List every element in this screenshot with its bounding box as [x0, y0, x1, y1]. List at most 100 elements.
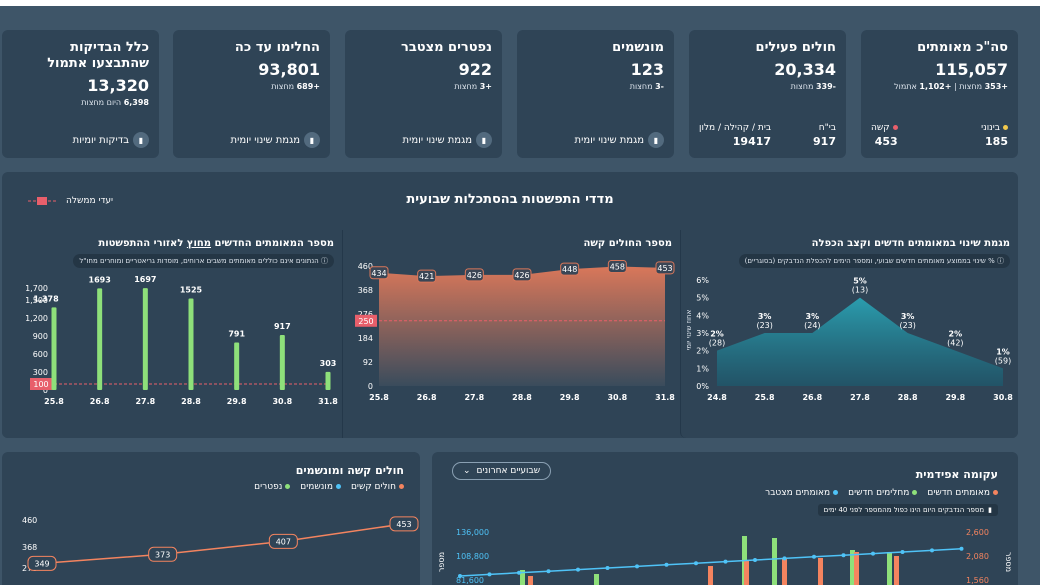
new-cases-bar	[708, 566, 713, 585]
cumulative-point	[635, 564, 639, 569]
daily-trend-button[interactable]: ▮ מגמת שינוי יומית	[403, 132, 492, 148]
card-active-patients[interactable]: חולים פעילים 20,334 -339 מחצות בי"ח 917 ב…	[689, 30, 846, 158]
epidemic-curve-chart: 136,000 2,600 108,800 2,080 81,600 1,560 מספר מ…	[437, 528, 1013, 585]
period-dropdown[interactable]: שבועיים אחרונים ⌄	[452, 462, 552, 480]
card-total-confirmed[interactable]: סה"כ מאומתים 115,057 +353 מחצות | +1,102…	[861, 30, 1018, 158]
y-tick-label: 1,200	[25, 314, 48, 323]
y-tick-label: 6%	[696, 276, 709, 285]
data-label: 2%	[949, 330, 963, 339]
data-label: 1%	[996, 347, 1010, 356]
data-label: 2%	[710, 330, 724, 339]
card-title: סה"כ מאומתים	[917, 40, 1008, 55]
cumulative-point	[841, 553, 846, 558]
value-badge	[389, 516, 419, 532]
daily-trend-button[interactable]: ▮ מגמת שינוי יומית	[575, 132, 664, 148]
data-label: 5%	[853, 277, 867, 286]
data-label: 426	[514, 271, 529, 280]
data-label: 421	[419, 272, 434, 281]
cumulative-point	[782, 556, 787, 561]
card-value: 922	[458, 60, 492, 79]
card-ventilated[interactable]: מונשמים 123 -3 מחצות ▮ מגמת שינוי יומית	[517, 30, 674, 158]
doubling-label: (13)	[852, 286, 868, 295]
severe-ventilated-panel: חולים קשה ומונשמים חולים קשים מונשמים נפ…	[2, 452, 420, 585]
target-badge	[30, 378, 52, 390]
doubling-label: (42)	[947, 339, 963, 348]
data-label: 1525	[180, 286, 203, 295]
y-tick-label: 1,500	[25, 296, 48, 305]
cumulative-point	[546, 569, 551, 574]
y-tick-label: 5%	[696, 294, 709, 303]
y-tick-label: 368	[22, 543, 37, 552]
data-label: 3%	[758, 312, 772, 321]
card-value: 123	[630, 60, 664, 79]
x-tick-label: 31.8	[655, 393, 675, 402]
recovered-bar	[850, 550, 855, 585]
x-tick-label: 30.8	[993, 393, 1013, 402]
cumulative-point	[812, 554, 816, 559]
daily-trend-button[interactable]: ▮ מגמת שינוי יומית	[231, 132, 320, 148]
y-tick-label: 4%	[696, 311, 709, 320]
value-badge	[607, 260, 627, 274]
bar-chart-icon: ▮	[648, 132, 664, 148]
new-cases-bar	[818, 558, 823, 585]
card-deceased[interactable]: נפטרים מצטבר 922 +3 מחצות ▮ מגמת שינוי יו…	[345, 30, 502, 158]
target-line-icon	[28, 197, 56, 205]
x-tick-label: 30.8	[272, 397, 292, 406]
chart-title: מספר החולים קשה	[583, 238, 672, 249]
y-tick-label-right: 2,600	[966, 528, 989, 537]
value-badge	[464, 268, 484, 282]
card-value: 93,801	[258, 60, 320, 79]
x-tick-label: 28.8	[512, 393, 532, 402]
card-split: בי"ח 917 בית / קהילה / מלון 19417	[699, 123, 836, 148]
data-label: 1,378	[33, 294, 59, 303]
top-bar	[0, 0, 1040, 6]
daily-tests-button[interactable]: ▮ בדיקות יומיות	[73, 132, 149, 148]
card-sub: 6,398 היום מחצות	[81, 98, 149, 107]
value-badge	[148, 546, 178, 562]
y-axis-label-left: מספר	[437, 552, 446, 572]
x-tick-label: 24.8	[707, 393, 727, 402]
info-icon: ⓘ	[318, 257, 328, 265]
x-tick-label: 29.8	[227, 397, 247, 406]
new-cases-bar	[854, 552, 859, 585]
card-title: מונשמים	[612, 40, 664, 55]
data-label: 458	[610, 263, 625, 272]
new-cases-bar	[744, 560, 749, 585]
cumulative-point	[605, 566, 610, 570]
cumulative-point	[487, 572, 492, 577]
new-cases-bar	[894, 556, 899, 585]
card-recovered[interactable]: החלימו עד כה 93,801 +689 מחצות ▮ מגמת שינ…	[173, 30, 330, 158]
severe-chart: 0 92 184 276 368 460 250 434 421 426 426 448 458 453 2…	[355, 260, 675, 402]
x-tick-label: 26.8	[90, 397, 110, 406]
recovered-bar	[594, 574, 599, 585]
target-badge	[355, 314, 377, 327]
chart-title: מספר המאומתים החדשים מחוץ לאזורי ההתפשטו…	[98, 238, 334, 249]
value-badge	[655, 261, 675, 275]
legend-dot-icon	[912, 490, 918, 495]
doubling-label: (24)	[804, 321, 820, 330]
recovered-bar	[520, 570, 525, 585]
section-title: מדדי התפשטות בהסתכלות שבועית	[406, 192, 614, 207]
data-label: 917	[274, 322, 291, 331]
data-label: 1697	[134, 275, 156, 284]
y-tick-label: 900	[33, 332, 48, 341]
chart-title: עקומה אפידמית	[915, 468, 998, 481]
bar	[325, 371, 331, 390]
card-tests[interactable]: כלל הבדיקות שהתבצעו אתמול 13,320 6,398 ה…	[2, 30, 159, 158]
y-tick-label: 0	[43, 386, 48, 395]
legend-dot-icon	[285, 484, 291, 489]
doubling-label: (23)	[899, 321, 915, 330]
recovered-bar	[887, 552, 892, 585]
data-label: 303	[320, 359, 337, 368]
x-tick-label: 25.8	[369, 393, 389, 402]
bar	[51, 307, 57, 390]
value-badge	[27, 555, 57, 571]
y-tick-label-right: 2,080	[966, 552, 989, 561]
value-badge	[369, 266, 389, 280]
x-tick-label: 26.8	[802, 393, 822, 402]
data-label: 3%	[901, 312, 915, 321]
y-tick-label: 460	[358, 262, 373, 271]
chart-title: חולים קשה ומונשמים	[295, 464, 404, 477]
cumulative-point	[930, 548, 934, 553]
value-badge	[512, 268, 532, 282]
